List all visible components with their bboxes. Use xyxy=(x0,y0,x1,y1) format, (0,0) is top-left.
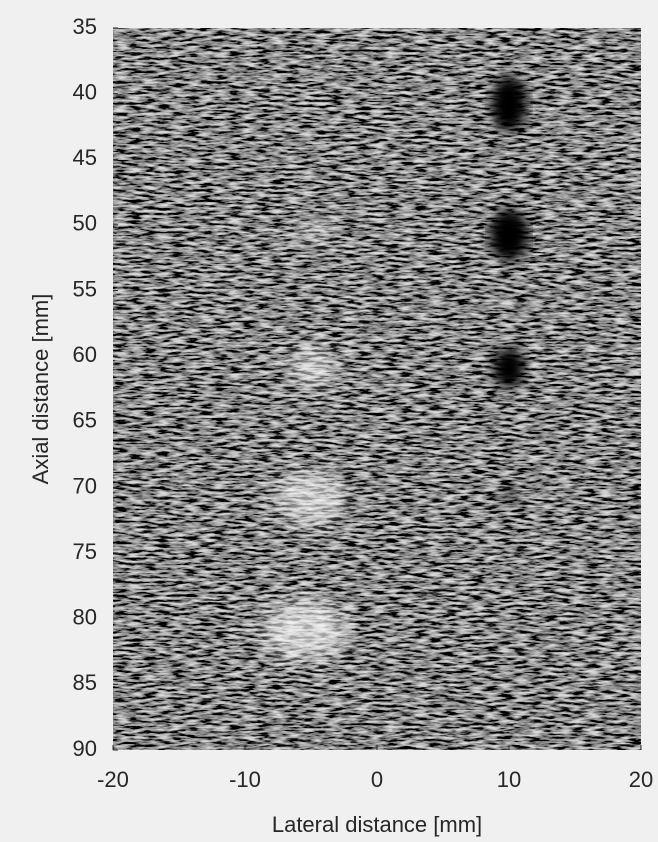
cyst xyxy=(489,209,529,261)
x-tick-label: -20 xyxy=(97,767,129,792)
y-tick-label: 45 xyxy=(73,145,97,170)
target xyxy=(291,347,335,387)
y-tick-label: 35 xyxy=(73,14,97,39)
target xyxy=(263,600,347,660)
figure: Lateral distance [mm] Axial distance [mm… xyxy=(0,0,658,842)
cyst xyxy=(491,76,527,132)
y-axis-label: Axial distance [mm] xyxy=(28,294,53,485)
speckle xyxy=(113,28,641,750)
y-tick-label: 65 xyxy=(73,408,97,433)
y-tick-label: 90 xyxy=(73,736,97,761)
target xyxy=(277,471,343,525)
y-tick-label: 85 xyxy=(73,670,97,695)
target xyxy=(297,220,329,246)
ultrasound-image xyxy=(113,28,641,750)
y-tick-label: 55 xyxy=(73,276,97,301)
x-axis-label: Lateral distance [mm] xyxy=(272,812,482,837)
y-tick-label: 70 xyxy=(73,473,97,498)
y-tick-label: 50 xyxy=(73,211,97,236)
x-tick-label: -10 xyxy=(229,767,261,792)
y-tick-label: 75 xyxy=(73,539,97,564)
y-tick-label: 40 xyxy=(73,79,97,104)
x-tick-label: 0 xyxy=(371,767,383,792)
y-tick-label: 60 xyxy=(73,342,97,367)
x-tick-label: 10 xyxy=(497,767,521,792)
y-tick-label: 80 xyxy=(73,605,97,630)
cyst xyxy=(493,348,525,388)
x-tick-label: 20 xyxy=(629,767,653,792)
cyst xyxy=(503,485,517,505)
